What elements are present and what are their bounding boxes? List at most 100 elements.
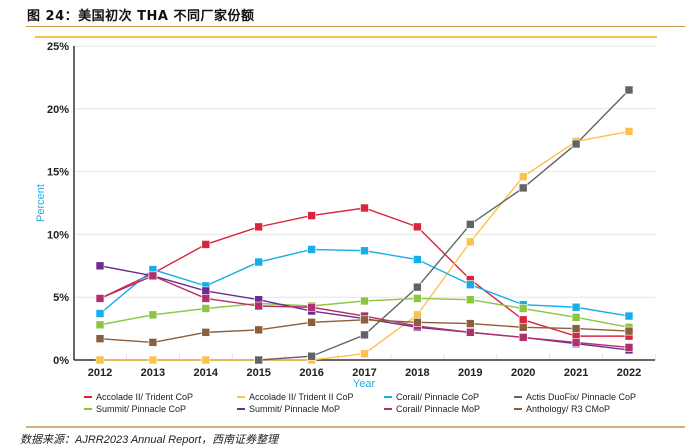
y-tick-label: 10% — [47, 229, 69, 241]
y-axis-title: Percent — [35, 184, 47, 222]
legend-item: Corail/ Pinnacle CoP — [384, 392, 479, 402]
data-point — [148, 310, 158, 320]
data-point — [360, 330, 369, 340]
data-point — [307, 302, 316, 312]
data-point — [413, 294, 422, 303]
series-actis-duofix-pinnacle-cop — [254, 85, 634, 365]
legend-label: Actis DuoFix/ Pinnacle CoP — [526, 392, 637, 402]
y-tick-label: 5% — [53, 292, 69, 304]
data-point — [624, 343, 634, 352]
data-point — [624, 311, 634, 321]
data-point — [465, 295, 475, 305]
data-point — [413, 318, 422, 327]
x-tick-label: 2021 — [564, 367, 588, 379]
legend-item: Accolade II/ Trident CoP — [84, 392, 193, 402]
data-point — [465, 328, 475, 337]
data-point — [307, 351, 316, 361]
legend-swatch — [384, 396, 392, 398]
legend-swatch — [237, 396, 245, 398]
data-point — [571, 324, 581, 333]
data-point — [518, 172, 528, 181]
source-note: 数据来源：AJRR2023 Annual Report，西南证券整理 — [20, 434, 279, 446]
legend-label: Summit/ Pinnacle MoP — [249, 404, 341, 414]
data-point — [465, 220, 475, 229]
legend-swatch — [237, 408, 245, 410]
x-tick-labels: 2012 2013 2014 2015 2016 2017 2018 2019 2020 2021… — [88, 367, 641, 379]
data-point — [95, 294, 105, 303]
data-point — [465, 319, 475, 328]
data-point — [201, 355, 211, 365]
data-point — [201, 240, 211, 249]
legend-label: Anthology/ R3 CMoP — [526, 404, 611, 414]
figure-title: 图 24：美国初次 THA 不同厂家份额 — [27, 9, 255, 24]
legend-label: Summit/ Pinnacle CoP — [96, 404, 187, 414]
data-point — [95, 309, 105, 318]
series-line — [258, 89, 630, 361]
data-point — [624, 127, 634, 136]
data-point — [518, 333, 528, 342]
data-point — [465, 280, 475, 289]
y-tick-label: 15% — [47, 167, 69, 179]
legend-swatch — [514, 396, 522, 398]
data-point — [571, 338, 581, 347]
data-point — [465, 237, 475, 247]
x-tick-label: 2014 — [194, 367, 219, 379]
data-point — [360, 246, 369, 256]
data-point — [307, 245, 316, 254]
data-point — [148, 355, 158, 365]
x-axis-title: Year — [353, 378, 376, 390]
legend-label: Corail/ Pinnacle CoP — [396, 392, 480, 402]
x-tick-label: 2017 — [352, 367, 376, 379]
data-point — [571, 302, 581, 312]
series-lines — [95, 85, 634, 365]
legend-item: Actis DuoFix/ Pinnacle CoP — [514, 392, 636, 402]
data-point — [518, 304, 528, 313]
data-point — [148, 271, 158, 281]
legend-label: Accolade II/ Trident II CoP — [249, 392, 354, 402]
legend-item: Accolade II/ Trident II CoP — [237, 392, 354, 402]
data-point — [624, 85, 634, 95]
data-point — [95, 334, 105, 343]
data-point — [95, 261, 105, 271]
legend-item: Summit/ Pinnacle CoP — [84, 404, 186, 414]
data-point — [360, 349, 369, 359]
data-point — [571, 139, 581, 149]
data-point — [148, 338, 158, 347]
legend-label: Corail/ Pinnacle MoP — [396, 404, 481, 414]
y-tick-label: 25% — [47, 41, 69, 53]
data-point — [518, 183, 528, 193]
x-tick-label: 2022 — [617, 367, 641, 379]
x-tick-label: 2016 — [299, 367, 323, 379]
data-point — [413, 255, 422, 264]
data-point — [201, 286, 211, 296]
data-point — [254, 325, 263, 335]
data-point — [307, 211, 316, 220]
legend-swatch — [84, 396, 92, 398]
x-tick-label: 2020 — [511, 367, 535, 379]
y-tick-label: 20% — [47, 104, 69, 116]
x-tick-label: 2013 — [141, 367, 165, 379]
data-point — [360, 315, 369, 325]
legend-label: Accolade II/ Trident CoP — [96, 392, 194, 402]
title-divider — [26, 26, 685, 27]
data-point — [254, 222, 263, 232]
x-tick-label: 2015 — [246, 367, 270, 379]
data-point — [360, 296, 369, 306]
data-point — [307, 318, 316, 327]
data-point — [254, 355, 263, 365]
x-tick-label: 2019 — [458, 367, 482, 379]
data-point — [201, 304, 211, 313]
series-anthology-r3-cmop — [95, 315, 634, 347]
data-point — [201, 328, 211, 337]
chart-top-border — [35, 36, 657, 38]
legend-item: Anthology/ R3 CMoP — [514, 404, 610, 414]
data-point — [518, 315, 528, 325]
legend-swatch — [384, 408, 392, 410]
data-point — [360, 203, 369, 213]
y-tick-labels: 0% 5% 10% 15% 20% 25% — [47, 41, 69, 367]
data-point — [571, 312, 581, 322]
legend-swatch — [84, 408, 92, 410]
data-point — [95, 355, 105, 365]
data-point — [413, 310, 422, 320]
